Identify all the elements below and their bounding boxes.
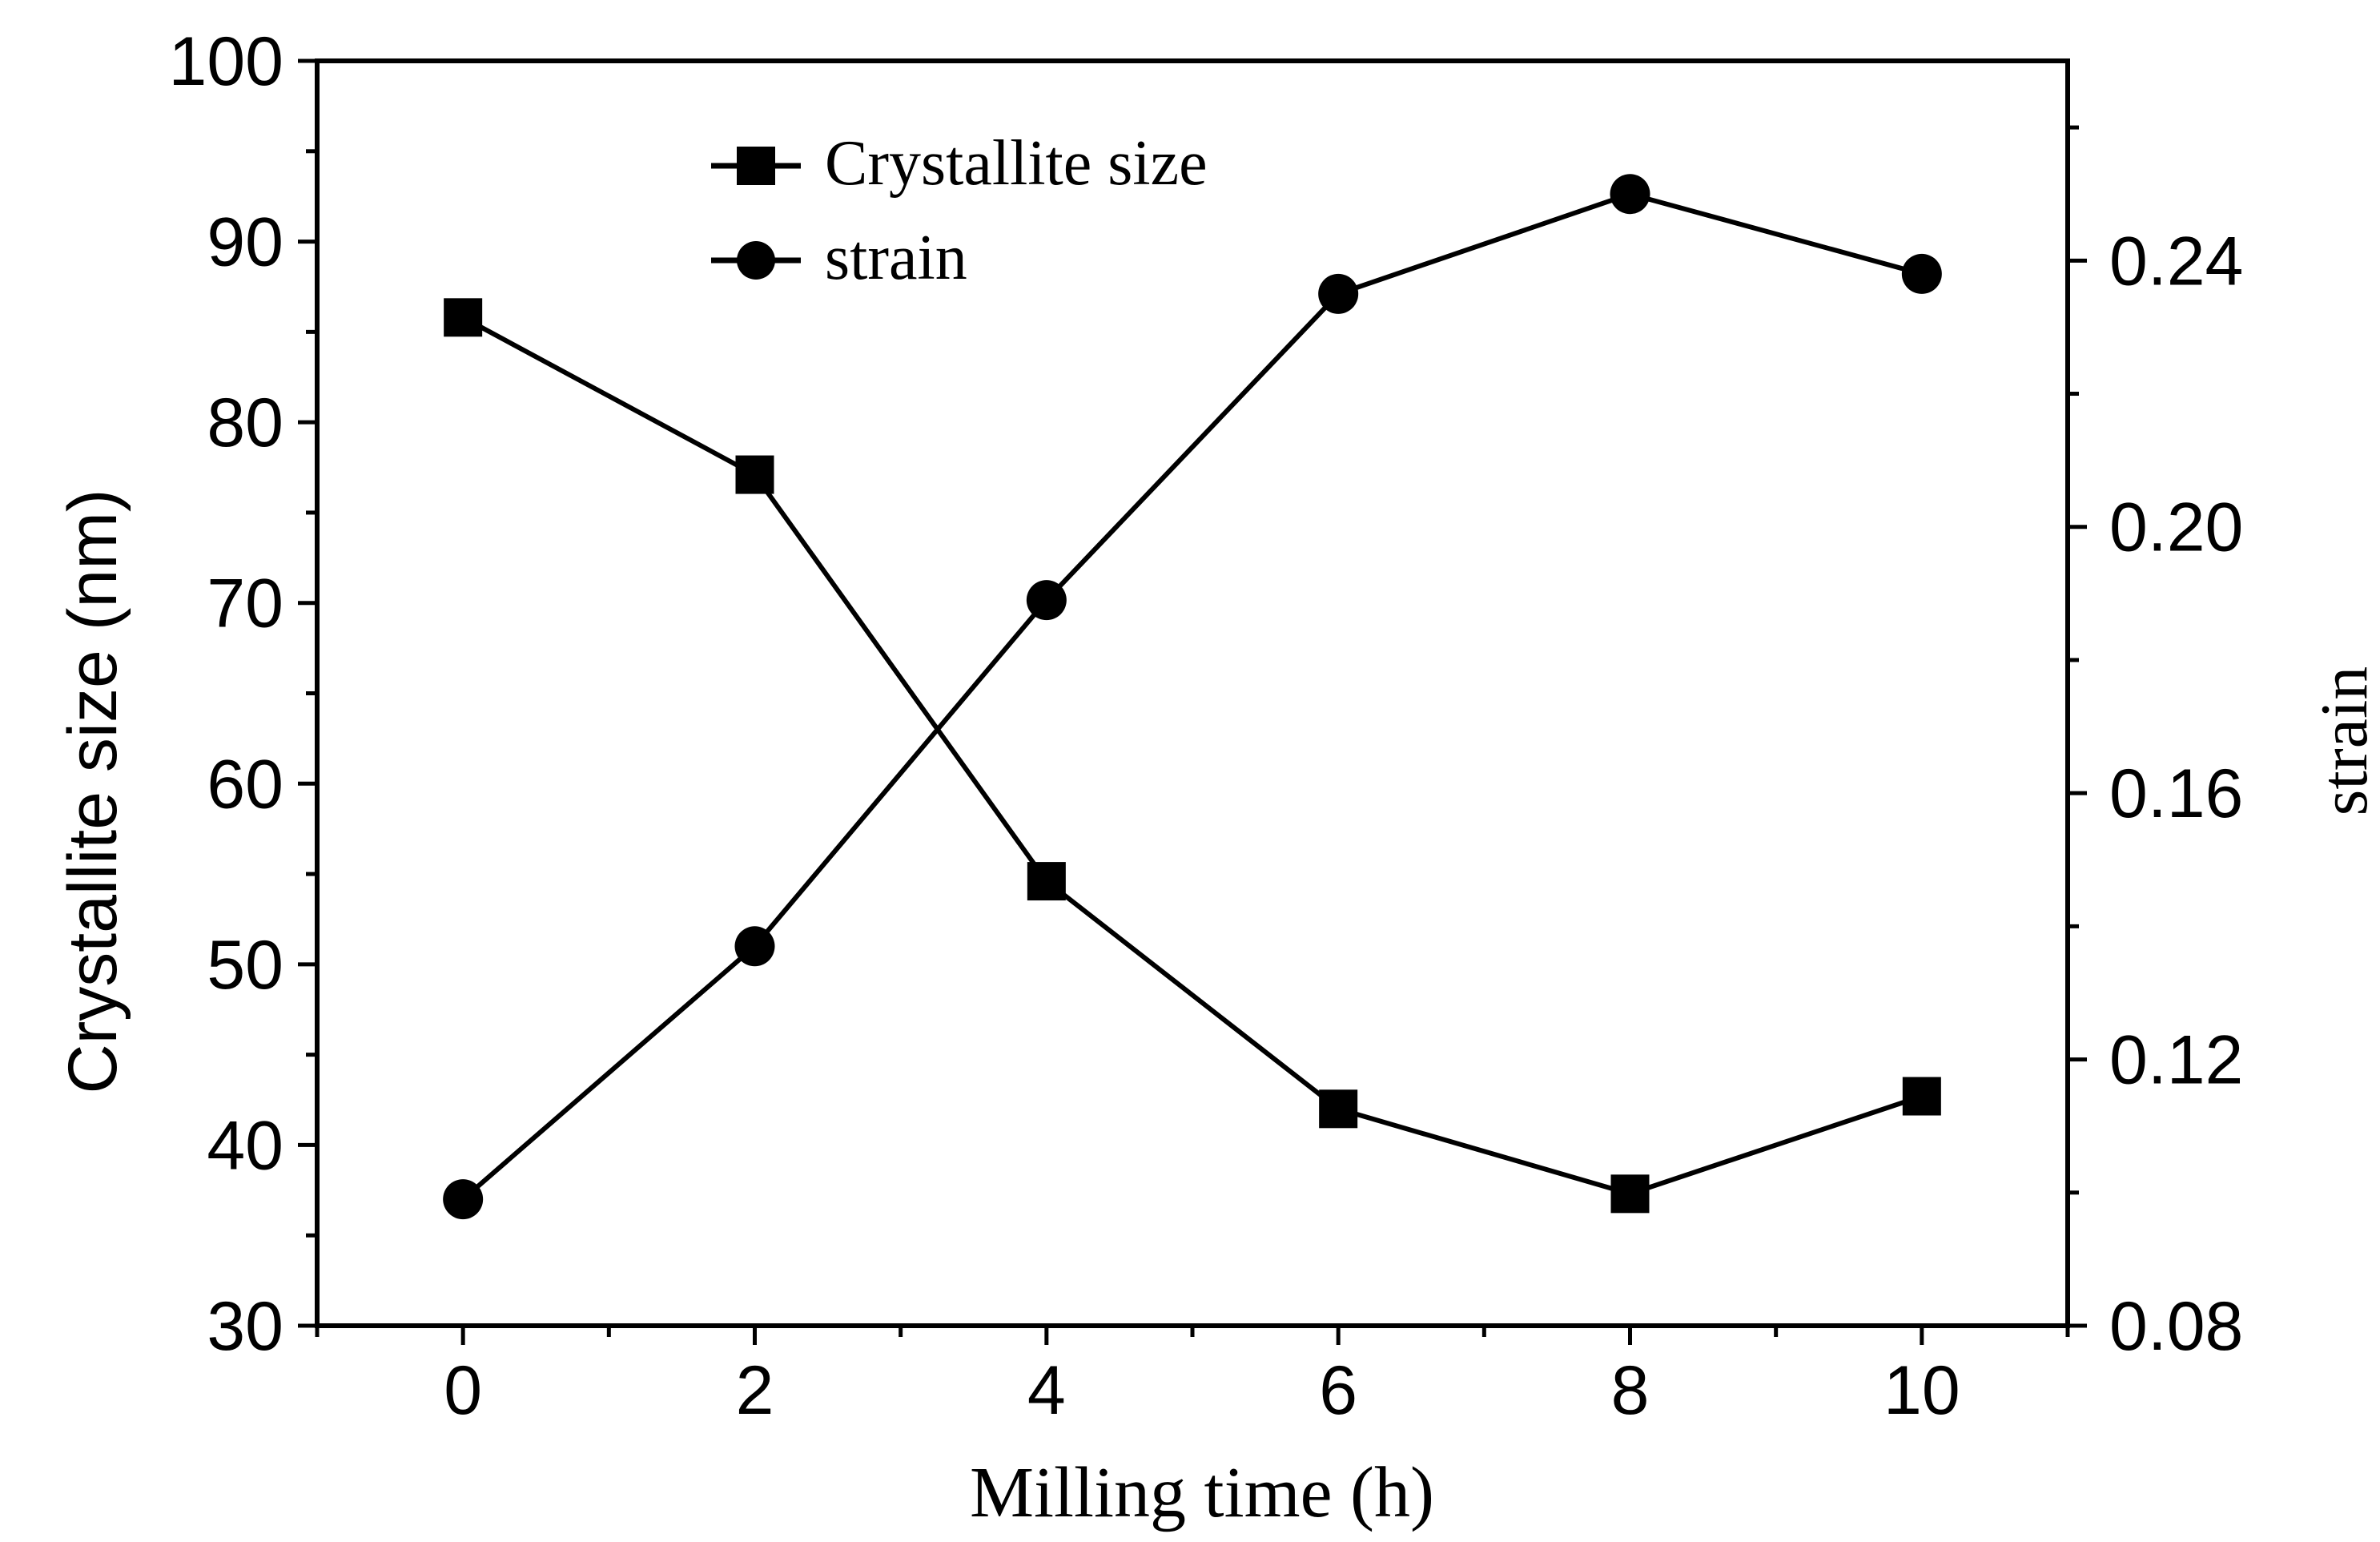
- data-point-crystallite-size: [1610, 1174, 1650, 1214]
- right-y-tick-label: 0.20: [2109, 489, 2243, 566]
- legend-marker-square: [737, 147, 775, 185]
- series-line-strain: [461, 191, 1923, 1202]
- x-tick-label: 8: [1611, 1352, 1650, 1429]
- left-y-tick-label: 80: [207, 384, 283, 461]
- data-point-strain: [1901, 253, 1942, 294]
- legend-marker-circle: [737, 241, 775, 280]
- left-y-tick-label: 100: [169, 23, 284, 100]
- data-point-strain: [734, 926, 775, 967]
- left-y-tick-label: 70: [207, 566, 283, 642]
- legend-label-strain: strain: [825, 223, 967, 293]
- right-y-tick-label: 0.16: [2109, 755, 2243, 832]
- data-point-crystallite-size: [444, 298, 483, 337]
- series-strain: [443, 174, 1942, 1220]
- right-y-tick-label: 0.12: [2109, 1022, 2243, 1099]
- x-tick-label: 4: [1027, 1352, 1066, 1429]
- left-y-tick-label: 30: [207, 1288, 283, 1365]
- legend-item-strain: strain: [711, 223, 967, 293]
- legend-label-crystallite-size: Crystallite size: [825, 128, 1208, 199]
- legend: Crystallite size strain: [711, 128, 1208, 293]
- left-y-tick-label: 90: [207, 204, 283, 281]
- data-point-strain: [443, 1179, 484, 1220]
- x-axis-ticks: 0 2 4 6 8 10: [315, 1326, 2070, 1429]
- data-point-strain: [1026, 580, 1067, 621]
- data-point-crystallite-size: [1902, 1077, 1941, 1116]
- x-tick-label: 6: [1319, 1352, 1357, 1429]
- right-y-tick-label: 0.08: [2109, 1288, 2243, 1365]
- left-y-tick-label: 60: [207, 746, 283, 823]
- left-y-axis-ticks: 30 40 50 60 70 80 90 100: [169, 23, 317, 1365]
- series-line-crystallite-size: [461, 315, 1923, 1197]
- x-tick-label: 0: [444, 1352, 482, 1429]
- data-point-crystallite-size: [735, 455, 774, 494]
- left-y-tick-label: 40: [207, 1107, 283, 1184]
- series-layer: [443, 174, 1942, 1220]
- left-y-tick-label: 50: [207, 927, 283, 1004]
- left-y-axis-label: Crystallite size (nm): [54, 489, 131, 1094]
- data-point-crystallite-size: [1027, 862, 1066, 901]
- x-tick-label: 2: [736, 1352, 774, 1429]
- right-y-tick-label: 0.24: [2109, 223, 2243, 300]
- data-point-strain: [1318, 273, 1359, 314]
- series-crystallite-size: [444, 298, 1941, 1214]
- right-y-axis-ticks: 0.08 0.12 0.16 0.20 0.24: [2068, 125, 2243, 1365]
- right-y-axis-label: strain: [2307, 666, 2380, 816]
- data-point-crystallite-size: [1319, 1089, 1358, 1129]
- x-axis-label: Milling time (h): [970, 1453, 1434, 1532]
- legend-item-crystallite-size: Crystallite size: [711, 128, 1208, 199]
- x-tick-label: 10: [1883, 1352, 1960, 1429]
- data-point-strain: [1610, 174, 1650, 215]
